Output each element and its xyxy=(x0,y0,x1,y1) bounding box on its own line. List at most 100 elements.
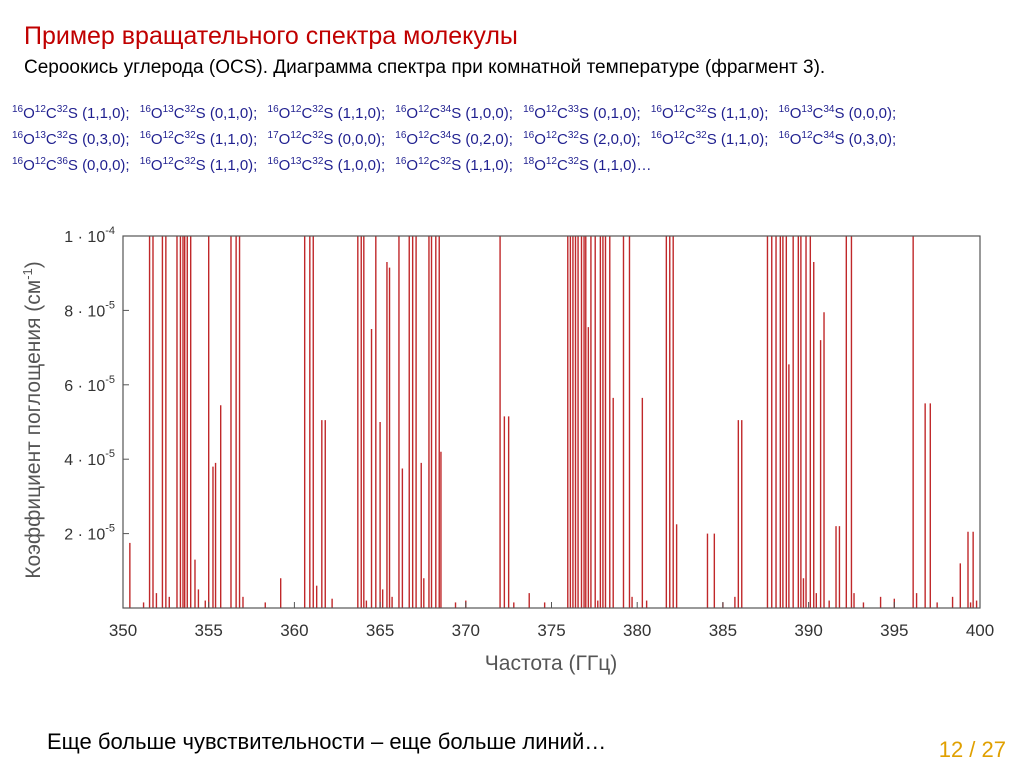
mass-number: 12 xyxy=(34,104,46,115)
formula-text: C xyxy=(556,105,568,122)
formula-text: C xyxy=(301,131,313,148)
formula-text: O xyxy=(278,105,291,122)
formula-text: O xyxy=(150,157,163,174)
x-tick-label: 400 xyxy=(966,621,994,640)
mass-number: 12 xyxy=(162,156,174,167)
x-tick-label: 395 xyxy=(880,621,908,640)
formula-text: C xyxy=(812,131,824,148)
formula-text: S (1,0,0); xyxy=(323,157,386,174)
isotopologue-entry: 16O12C32S (1,1,0); xyxy=(650,130,769,149)
isotopologue-entry: 16O12C32S (1,1,0); xyxy=(650,104,769,123)
formula-text: O xyxy=(278,131,291,148)
y-axis-label: Коэффициент поглощения (см-1) xyxy=(20,261,45,579)
isotopologue-entry: 16O13C32S (0,1,0); xyxy=(140,104,258,123)
spectrum-chart: 350 355 360 365 370 375 380 385 390 395 400 2 · 10… xyxy=(20,225,994,675)
mass-number: 16 xyxy=(523,104,535,115)
y-tick-mantissa: 8 · 10 xyxy=(64,303,105,320)
formula-text: O xyxy=(534,131,546,148)
x-tick-label: 390 xyxy=(794,621,822,640)
formula-text: O xyxy=(23,131,35,148)
formula-text: O xyxy=(534,105,546,122)
isotopologue-entry: 16O12C34S (0,3,0); xyxy=(779,130,897,149)
formula-text: S (0,3,0); xyxy=(834,131,897,148)
isotopologue-entry: 16O12C32S (2,0,0); xyxy=(523,130,641,149)
formula-text: O xyxy=(406,105,419,122)
formula-text: O xyxy=(406,131,419,148)
isotopologue-entry: 16O13C32S (0,3,0); xyxy=(12,130,130,149)
formula-text: O xyxy=(150,131,163,148)
mass-number: 32 xyxy=(567,156,579,167)
page-number: 12 / 27 xyxy=(938,737,1006,762)
formula-text: C xyxy=(173,131,185,148)
mass-number: 13 xyxy=(162,104,174,115)
isotopologue-entry: 18O12C32S (1,1,0)… xyxy=(523,156,652,175)
mass-number: 12 xyxy=(673,104,685,115)
formula-text: O xyxy=(534,157,546,174)
formula-text: C xyxy=(556,157,568,174)
isotopologue-entry: 16O12C32S (1,1,0); xyxy=(267,104,386,123)
mass-number: 12 xyxy=(673,130,685,141)
x-tick-label: 355 xyxy=(195,621,223,640)
mass-number: 34 xyxy=(440,104,452,115)
formula-text: C xyxy=(684,131,696,148)
formula-text: S (0,1,0); xyxy=(195,105,258,122)
slide-title: Пример вращательного спектра молекулы xyxy=(24,22,518,50)
formula-text: S (1,1,0); xyxy=(706,131,769,148)
formula-text: O xyxy=(661,105,674,122)
x-tick-label: 380 xyxy=(623,621,651,640)
mass-number: 32 xyxy=(56,104,68,115)
mass-number: 36 xyxy=(56,156,68,167)
x-tick-label: 385 xyxy=(709,621,737,640)
mass-number: 12 xyxy=(290,130,302,141)
y-tick-mantissa: 4 · 10 xyxy=(64,452,105,469)
formula-text: C xyxy=(45,157,57,174)
isotopologue-entry: 16O13C32S (1,0,0); xyxy=(268,156,386,175)
formula-text: C xyxy=(45,131,57,148)
mass-number: 13 xyxy=(290,156,302,167)
formula-text: S (1,1,0); xyxy=(67,105,130,122)
mass-number: 16 xyxy=(12,130,24,141)
formula-text: C xyxy=(173,105,185,122)
mass-number: 32 xyxy=(312,130,324,141)
isotopologue-entry: 16O12C34S (1,0,0); xyxy=(395,104,513,123)
y-tick-label: 8 · 10-5 xyxy=(64,299,115,320)
mass-number: 16 xyxy=(395,130,407,141)
mass-number: 16 xyxy=(267,104,279,115)
formula-text: O xyxy=(150,105,163,122)
mass-number: 34 xyxy=(440,130,452,141)
formula-text: O xyxy=(406,157,419,174)
y-tick-label: 2 · 10-5 xyxy=(64,523,115,544)
formula-text: S (0,2,0); xyxy=(451,131,513,148)
isotopologue-entry: 16O12C34S (0,2,0); xyxy=(395,130,513,149)
y-tick-label: 1 · 10-4 xyxy=(64,225,115,246)
mass-number: 32 xyxy=(184,104,196,115)
formula-text: S (1,1,0)… xyxy=(578,157,652,174)
mass-number: 32 xyxy=(695,104,707,115)
isotopologue-entry: 16O12C33S (0,1,0); xyxy=(523,104,641,123)
mass-number: 32 xyxy=(184,156,196,167)
x-tick-label: 350 xyxy=(109,621,137,640)
formula-text: C xyxy=(429,131,441,148)
y-tick-label: 6 · 10-5 xyxy=(64,374,115,395)
formula-text: S (1,1,0); xyxy=(706,105,769,122)
mass-number: 16 xyxy=(523,130,535,141)
formula-text: S (0,0,0); xyxy=(67,157,130,174)
y-axis: 2 · 10-54 · 10-56 · 10-58 · 10-51 · 10-4 xyxy=(64,225,129,544)
mass-number: 16 xyxy=(650,104,662,115)
formula-text: S (1,1,0); xyxy=(195,157,258,174)
y-axis-unit-exponent: -1 xyxy=(20,268,35,280)
formula-text: S (1,0,0); xyxy=(451,105,513,122)
mass-number: 16 xyxy=(650,130,662,141)
mass-number: 34 xyxy=(823,130,835,141)
footer-note: Еще больше чувствительности – еще больше… xyxy=(47,729,607,754)
isotopologue-list: 16O12C32S (1,1,0); 16O13C32S (0,1,0); 16… xyxy=(12,101,1017,179)
isotopologue-entry: 16O12C32S (1,1,0); xyxy=(140,131,258,149)
mass-number: 12 xyxy=(545,156,557,167)
y-tick-mantissa: 1 · 10 xyxy=(64,229,105,246)
formula-text: C xyxy=(556,131,568,148)
x-tick-label: 360 xyxy=(280,621,308,640)
mass-number: 16 xyxy=(778,104,790,115)
mass-number: 32 xyxy=(56,130,68,141)
isotopologue-entry: 16O12C32S (1,1,0); xyxy=(140,156,258,175)
mass-number: 13 xyxy=(801,104,813,115)
